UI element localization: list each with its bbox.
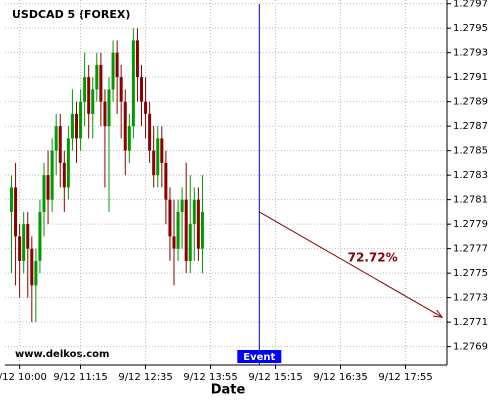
x-tick-label: 9/12 17:55: [378, 372, 432, 383]
y-tick-label: 1.2795: [453, 23, 488, 34]
candle-body: [70, 113, 74, 139]
projection-label: 72.72%: [348, 251, 398, 265]
watermark: www.delkos.com: [15, 349, 109, 360]
y-tick-label: 1.2787: [453, 121, 488, 132]
candle-body: [95, 64, 99, 90]
candle-body: [131, 40, 135, 127]
y-tick-label: 1.2797: [453, 0, 488, 10]
y-tick-label: 1.2775: [453, 268, 488, 279]
candle-body: [62, 162, 66, 188]
arrow-head: [433, 309, 444, 318]
candle-body: [54, 126, 58, 151]
candle-body: [83, 77, 87, 102]
y-tick-label: 1.2773: [453, 293, 488, 304]
candle-body: [91, 89, 95, 114]
candle-body: [103, 101, 107, 127]
candle-body: [168, 199, 172, 237]
y-tick-label: 1.2769: [453, 342, 488, 353]
candle-body: [140, 77, 143, 102]
candle-body: [188, 224, 192, 261]
event-label: Event: [243, 352, 275, 363]
candle-body: [22, 224, 26, 261]
candle-body: [135, 40, 139, 78]
candle-body: [26, 224, 30, 249]
candle-body: [107, 89, 111, 127]
y-tick-label: 1.2777: [453, 244, 488, 255]
candle-body: [172, 236, 176, 249]
candle-body: [144, 101, 148, 114]
candle-body: [152, 150, 156, 176]
candle-body: [164, 162, 168, 200]
event-label-box: [237, 350, 282, 363]
x-tick-label: 9/12 15:15: [248, 372, 302, 383]
candle-body: [148, 113, 152, 151]
candle-body: [184, 199, 188, 261]
candle-body: [196, 199, 200, 249]
candle-body: [127, 126, 131, 151]
x-tick-label: 9/12 12:35: [118, 372, 172, 383]
candle-body: [30, 248, 34, 286]
x-tick-label: 9/12 13:55: [183, 372, 237, 383]
candle-body: [50, 150, 54, 200]
candle-body: [123, 101, 127, 151]
y-tick-label: 1.2783: [453, 170, 488, 181]
x-axis-label: Date: [211, 383, 246, 398]
candle-body: [75, 113, 78, 139]
y-tick-label: 1.2771: [453, 317, 488, 328]
candle-body: [200, 211, 204, 249]
candle-body: [10, 187, 13, 212]
candle-body: [46, 175, 50, 200]
y-tick-label: 1.2781: [453, 195, 488, 206]
candle-body: [18, 236, 22, 261]
chart-title: USDCAD 5 (FOREX): [12, 8, 130, 21]
y-tick-label: 1.2779: [453, 219, 488, 230]
projection-arrow: [259, 211, 443, 318]
x-tick-label: 9/12 10:00: [0, 372, 47, 383]
candle-body: [180, 199, 184, 212]
candle-body: [58, 126, 62, 163]
y-tick-label: 1.2793: [453, 48, 488, 59]
candle-body: [38, 211, 42, 261]
candle-body: [99, 64, 103, 102]
candle-body: [115, 52, 119, 78]
candle-body: [156, 138, 160, 176]
candle-body: [42, 175, 46, 212]
x-tick-label: 9/12 11:15: [53, 372, 107, 383]
candle-body: [66, 138, 70, 188]
candle-body: [14, 187, 18, 237]
candle-body: [192, 199, 196, 225]
y-tick-label: 1.2785: [453, 146, 488, 157]
candle-body: [87, 77, 91, 114]
y-tick-label: 1.2791: [453, 72, 488, 83]
candle-body: [79, 101, 83, 139]
candle-body: [111, 52, 115, 90]
y-tick-label: 1.2789: [453, 97, 488, 108]
candle-body: [176, 211, 180, 249]
x-tick-label: 9/12 16:35: [313, 372, 367, 383]
candle-body: [160, 138, 164, 163]
candle-body: [34, 260, 38, 286]
candle-body: [119, 77, 123, 102]
